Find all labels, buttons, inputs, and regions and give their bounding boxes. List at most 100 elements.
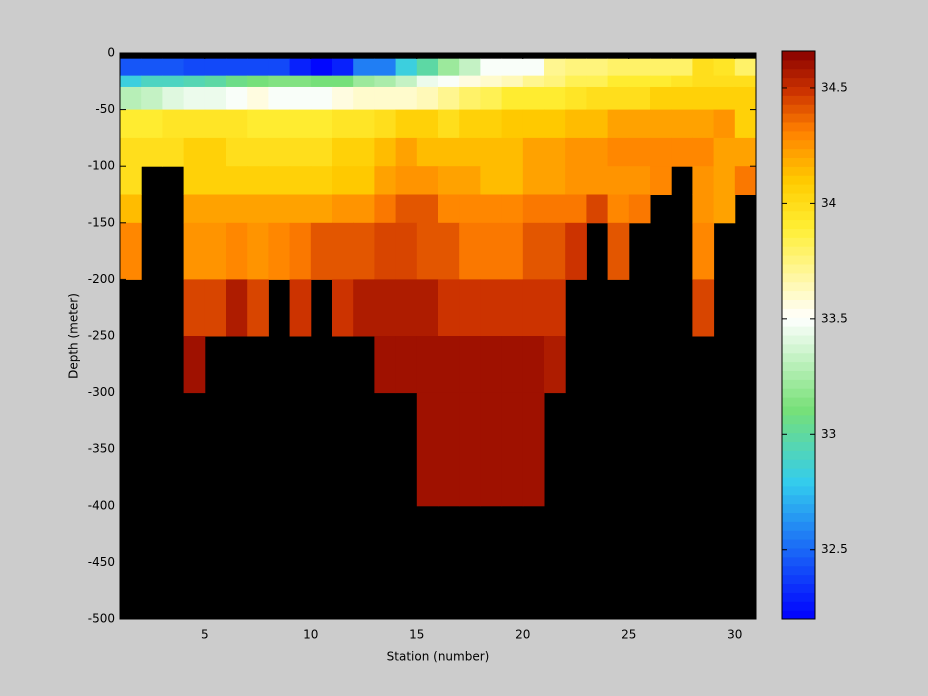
- heatmap-cell: [141, 137, 163, 167]
- heatmap-cell: [734, 86, 757, 111]
- heatmap-cell: [204, 166, 227, 195]
- heatmap-cell: [141, 75, 163, 88]
- heatmap-cell: [247, 75, 269, 88]
- colorbar-swatch: [782, 601, 815, 611]
- heatmap-cell: [162, 137, 185, 167]
- heatmap-cell: [395, 75, 418, 88]
- heatmap-cell: [395, 137, 418, 167]
- colorbar-swatch: [782, 157, 815, 167]
- colorbar-swatch: [782, 175, 815, 185]
- heatmap-cell: [268, 137, 291, 167]
- heatmap-cell: [374, 194, 397, 224]
- colorbar-swatch: [782, 272, 815, 283]
- heatmap-cell: [183, 58, 206, 77]
- heatmap-cell: [226, 58, 248, 77]
- heatmap-cell: [459, 75, 481, 88]
- heatmap-cell: [480, 166, 503, 195]
- colorbar-swatch: [782, 166, 815, 176]
- colorbar-swatch: [782, 104, 815, 114]
- colorbar-swatch: [782, 281, 815, 292]
- heatmap-cell: [183, 166, 206, 195]
- heatmap-cell: [544, 58, 566, 77]
- heatmap-cell: [586, 86, 609, 111]
- colorbar-swatch: [782, 432, 815, 442]
- heatmap-cell: [204, 75, 227, 88]
- heatmap-cell: [438, 109, 460, 139]
- heatmap-cell: [501, 194, 524, 224]
- heatmap-cell: [416, 75, 439, 88]
- heatmap-cell: [247, 279, 269, 337]
- heatmap-cell: [183, 222, 206, 280]
- colorbar-swatch: [782, 68, 815, 79]
- heatmap-cell: [204, 222, 227, 280]
- heatmap-cell: [332, 166, 354, 195]
- axes-frame: [119, 52, 757, 620]
- y-tick-label: -400: [88, 498, 115, 512]
- heatmap-cell: [416, 392, 439, 507]
- colorbar-swatch: [782, 77, 815, 87]
- heatmap-cell: [734, 137, 757, 167]
- colorbar-swatch: [782, 237, 815, 247]
- heatmap-cell: [734, 166, 757, 195]
- colorbar-swatch: [782, 59, 815, 70]
- y-tick-label: -150: [88, 215, 115, 229]
- heatmap-cell: [480, 392, 503, 507]
- heatmap-cell: [395, 86, 418, 111]
- heatmap-cell: [226, 86, 248, 111]
- heatmap-cell: [353, 75, 375, 88]
- heatmap-cell: [650, 75, 672, 88]
- heatmap-cell: [416, 336, 439, 394]
- heatmap-cell: [310, 86, 333, 111]
- heatmap-cell: [544, 194, 566, 224]
- heatmap-cell: [416, 222, 439, 280]
- heatmap-cell: [395, 279, 418, 337]
- heatmap-cell: [268, 75, 291, 88]
- heatmap-cell: [501, 336, 524, 394]
- colorbar-swatch: [782, 485, 815, 496]
- heatmap-cell: [120, 222, 142, 280]
- colorbar-swatch: [782, 477, 815, 487]
- heatmap-cell: [438, 336, 460, 394]
- heatmap-cell: [289, 86, 312, 111]
- heatmap-cell: [459, 86, 481, 111]
- colorbar-swatch: [782, 441, 815, 451]
- colorbar-swatch: [782, 494, 815, 505]
- heatmap-cell: [607, 137, 630, 167]
- heatmap-cell: [522, 58, 545, 77]
- heatmap-cell: [713, 137, 736, 167]
- heatmap-cell: [438, 194, 460, 224]
- colorbar-swatch: [782, 113, 815, 123]
- heatmap-cell: [544, 279, 566, 337]
- heatmap-cell: [522, 166, 545, 195]
- heatmap-cell: [438, 137, 460, 167]
- x-tick-label: 20: [515, 628, 530, 642]
- heatmap-cell: [713, 194, 736, 224]
- heatmap-cell: [289, 109, 312, 139]
- heatmap-cell: [416, 58, 439, 77]
- heatmap-cell: [289, 137, 312, 167]
- heatmap-cell: [120, 109, 142, 139]
- colorbar-swatch: [782, 122, 815, 132]
- heatmap-cell: [416, 86, 439, 111]
- heatmap-cell: [332, 58, 354, 77]
- x-tick-label: 10: [303, 628, 318, 642]
- heatmap-cell: [332, 279, 354, 337]
- heatmap-cell: [501, 86, 524, 111]
- heatmap-cell: [586, 194, 609, 224]
- colorbar-swatch: [782, 406, 815, 416]
- heatmap-cell: [183, 75, 206, 88]
- colorbar-swatch: [782, 95, 815, 105]
- heatmap-cell: [120, 58, 142, 77]
- y-tick-label: -250: [88, 329, 115, 343]
- heatmap-cell: [565, 137, 587, 167]
- heatmap-cell: [459, 109, 481, 139]
- colorbar-swatch: [782, 326, 815, 336]
- heatmap-cell: [522, 222, 545, 280]
- heatmap-cell: [353, 137, 375, 167]
- colorbar-swatch: [782, 210, 815, 221]
- heatmap-cell: [353, 279, 375, 337]
- heatmap-cell: [650, 166, 672, 195]
- heatmap-cell: [544, 75, 566, 88]
- colorbar-swatch: [782, 184, 815, 194]
- heatmap-cell: [586, 75, 609, 88]
